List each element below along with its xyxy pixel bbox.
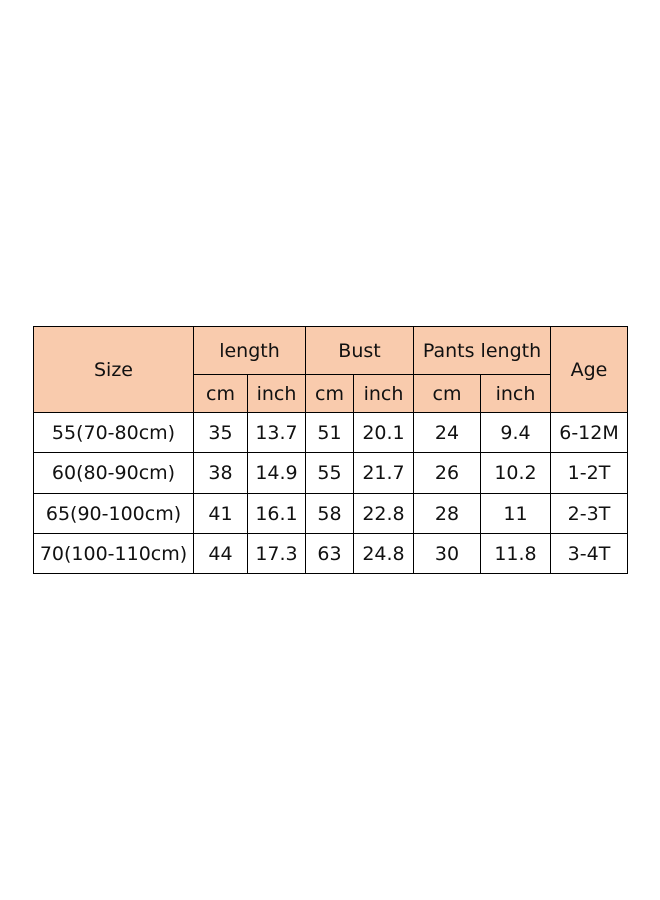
data-cell: 35 bbox=[193, 412, 248, 453]
data-cell: 65(90-100cm) bbox=[33, 493, 194, 534]
data-cell: 55 bbox=[305, 452, 354, 494]
data-cell: 55(70-80cm) bbox=[33, 412, 194, 453]
data-cell: 70(100-110cm) bbox=[33, 533, 194, 574]
header-group: Bust bbox=[305, 326, 414, 375]
data-cell: 44 bbox=[193, 533, 248, 574]
header-cell: Age bbox=[550, 326, 628, 413]
data-cell: 1-2T bbox=[550, 452, 628, 494]
data-cell: 11.8 bbox=[480, 533, 551, 574]
header-unit: inch bbox=[353, 374, 414, 413]
table-row: 60(80-90cm) 38 14.9 55 21.7 26 10.2 1-2T bbox=[33, 452, 628, 494]
data-cell: 13.7 bbox=[247, 412, 306, 453]
table-row: Size length Bust Pants length Age bbox=[33, 326, 628, 413]
data-cell: 10.2 bbox=[480, 452, 551, 494]
data-cell: 38 bbox=[193, 452, 248, 494]
data-cell: 58 bbox=[305, 493, 354, 534]
data-cell: 9.4 bbox=[480, 412, 551, 453]
table-row: 65(90-100cm) 41 16.1 58 22.8 28 11 2-3T bbox=[33, 493, 628, 534]
data-cell: 24.8 bbox=[353, 533, 414, 574]
data-cell: 17.3 bbox=[247, 533, 306, 574]
header-unit: cm bbox=[413, 374, 481, 413]
data-cell: 26 bbox=[413, 452, 481, 494]
header-group: Pants length bbox=[413, 326, 551, 375]
table-row: 55(70-80cm) 35 13.7 51 20.1 24 9.4 6-12M bbox=[33, 412, 628, 453]
header-unit: cm bbox=[193, 374, 248, 413]
data-cell: 6-12M bbox=[550, 412, 628, 453]
header-group: length bbox=[193, 326, 306, 375]
data-cell: 60(80-90cm) bbox=[33, 452, 194, 494]
data-cell: 16.1 bbox=[247, 493, 306, 534]
data-cell: 51 bbox=[305, 412, 354, 453]
header-unit: cm bbox=[305, 374, 354, 413]
data-cell: 20.1 bbox=[353, 412, 414, 453]
data-cell: 28 bbox=[413, 493, 481, 534]
data-cell: 30 bbox=[413, 533, 481, 574]
data-cell: 14.9 bbox=[247, 452, 306, 494]
data-cell: 22.8 bbox=[353, 493, 414, 534]
data-cell: 21.7 bbox=[353, 452, 414, 494]
size-table: Size length Bust Pants length Age cm inch cm inc… bbox=[33, 326, 628, 574]
table-row: cm inch cm inch cm inch bbox=[34, 374, 628, 413]
data-cell: 3-4T bbox=[550, 533, 628, 574]
data-cell: 63 bbox=[305, 533, 354, 574]
data-cell: 2-3T bbox=[550, 493, 628, 534]
header-unit: inch bbox=[247, 374, 306, 413]
data-cell: 24 bbox=[413, 412, 481, 453]
header-cell: Size bbox=[33, 326, 194, 413]
table-row: 70(100-110cm) 44 17.3 63 24.8 30 11.8 3-4T bbox=[33, 533, 628, 574]
header-unit: inch bbox=[480, 374, 551, 413]
data-cell: 11 bbox=[480, 493, 551, 534]
data-cell: 41 bbox=[193, 493, 248, 534]
